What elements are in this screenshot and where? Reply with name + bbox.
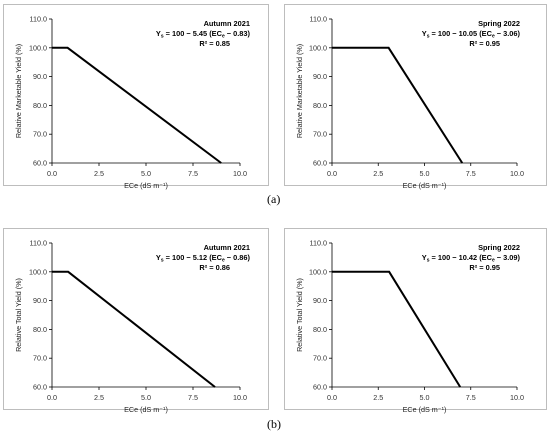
regression-equation: Ys = 100 − 5.12 (ECe − 0.86)	[156, 253, 251, 264]
y-tick-label: 110.0	[30, 15, 47, 24]
x-tick-label: 10.0	[510, 169, 524, 178]
y-tick-label: 90.0	[313, 72, 327, 81]
x-tick-label: 5.0	[420, 393, 430, 402]
x-axis-title: ECe (dS m⁻¹)	[403, 405, 447, 414]
chart-svg: 60.0 70.0 80.0 90.0 100.0 110.0 0.0 2.5 5.0 7.5 10…	[14, 239, 251, 415]
regression-equation: Ys = 100 − 10.42 (ECe − 3.09)	[422, 253, 521, 264]
series-line	[52, 46, 222, 164]
x-axis-title: ECe (dS m⁻¹)	[403, 181, 447, 190]
x-tick-label: 0.0	[327, 393, 337, 402]
y-tick-label: 60.0	[313, 383, 327, 392]
y-tick-label: 80.0	[313, 101, 327, 110]
x-axis-title: ECe (dS m⁻¹)	[124, 405, 168, 414]
r-squared: R² = 0.85	[199, 39, 230, 48]
y-tick-label: 80.0	[33, 325, 47, 334]
chart-svg: 60.0 70.0 80.0 90.0 100.0 110.0 0.0 2.5 5.0 7.5 10…	[295, 15, 524, 191]
x-tick-label: 0.0	[47, 169, 57, 178]
x-tick-label: 5.0	[420, 169, 430, 178]
x-tick-label: 7.5	[466, 169, 476, 178]
series-line	[332, 46, 464, 164]
x-tick-label: 7.5	[188, 393, 198, 402]
x-tick-label: 7.5	[188, 169, 198, 178]
regression-equation: Ys = 100 − 10.05 (ECe − 3.06)	[422, 29, 521, 40]
y-tick-label: 90.0	[33, 72, 47, 81]
x-tick-label: 5.0	[141, 169, 151, 178]
x-tick-label: 5.0	[141, 393, 151, 402]
chart-svg: 60.0 70.0 80.0 90.0 100.0 110.0 0.0 2.5 5.0 7.5 10…	[295, 239, 524, 415]
x-tick-label: 2.5	[94, 393, 104, 402]
y-tick-label: 100.0	[29, 267, 47, 276]
x-tick-label: 0.0	[327, 169, 337, 178]
y-tick-label: 100.0	[309, 267, 327, 276]
y-axis-title: Relative Marketable Yield (%)	[295, 44, 304, 138]
y-tick-label: 80.0	[33, 101, 47, 110]
x-tick-label: 2.5	[373, 169, 383, 178]
series-line	[52, 270, 216, 388]
chart-title: Autumn 2021	[204, 243, 250, 252]
y-tick-label: 80.0	[313, 325, 327, 334]
row-label-b: (b)	[267, 417, 281, 431]
y-tick-label: 70.0	[313, 354, 327, 363]
r-squared: R² = 0.86	[199, 263, 230, 272]
regression-equation: Ys = 100 − 5.45 (ECe − 0.83)	[156, 29, 251, 40]
x-axis-title: ECe (dS m⁻¹)	[124, 181, 168, 190]
y-tick-label: 110.0	[310, 239, 327, 248]
y-tick-label: 100.0	[29, 43, 47, 52]
chart-panel-4: 60.0 70.0 80.0 90.0 100.0 110.0 0.0 2.5 5.0 7.5 10…	[284, 228, 547, 415]
y-tick-label: 60.0	[33, 383, 47, 392]
x-tick-label: 2.5	[94, 169, 104, 178]
y-tick-label: 60.0	[33, 159, 47, 168]
r-squared: R² = 0.95	[469, 39, 500, 48]
r-squared: R² = 0.95	[469, 263, 500, 272]
x-tick-label: 10.0	[510, 393, 524, 402]
y-tick-label: 110.0	[30, 239, 47, 248]
chart-title: Spring 2022	[478, 243, 520, 252]
x-tick-label: 10.0	[233, 393, 247, 402]
x-tick-label: 7.5	[466, 393, 476, 402]
y-tick-label: 70.0	[33, 130, 47, 139]
chart-svg: 60.0 70.0 80.0 90.0 100.0 110.0 0.0 2.5 5.0 7.5 10…	[14, 15, 251, 191]
x-tick-label: 2.5	[373, 393, 383, 402]
y-tick-label: 70.0	[33, 354, 47, 363]
y-axis-title: Relative Marketable Yield (%)	[14, 44, 23, 138]
y-tick-label: 100.0	[309, 43, 327, 52]
chart-panel-1: 60.0 70.0 80.0 90.0 100.0 110.0 0.0 2.5 5.0 7.5 10…	[3, 4, 269, 191]
chart-title: Spring 2022	[478, 19, 520, 28]
row-label-a: (a)	[267, 192, 281, 206]
chart-title: Autumn 2021	[204, 19, 250, 28]
y-tick-label: 90.0	[33, 296, 47, 305]
y-axis-title: Relative Total Yield (%)	[14, 278, 23, 352]
y-tick-label: 60.0	[313, 159, 327, 168]
y-axis-title: Relative Total Yield (%)	[295, 278, 304, 352]
x-tick-label: 0.0	[47, 393, 57, 402]
y-tick-label: 90.0	[313, 296, 327, 305]
chart-panel-2: 60.0 70.0 80.0 90.0 100.0 110.0 0.0 2.5 5.0 7.5 10…	[284, 4, 547, 191]
y-tick-label: 110.0	[310, 15, 327, 24]
y-tick-label: 70.0	[313, 130, 327, 139]
series-line	[332, 270, 462, 388]
x-tick-label: 10.0	[233, 169, 247, 178]
chart-panel-3: 60.0 70.0 80.0 90.0 100.0 110.0 0.0 2.5 5.0 7.5 10…	[3, 228, 269, 415]
